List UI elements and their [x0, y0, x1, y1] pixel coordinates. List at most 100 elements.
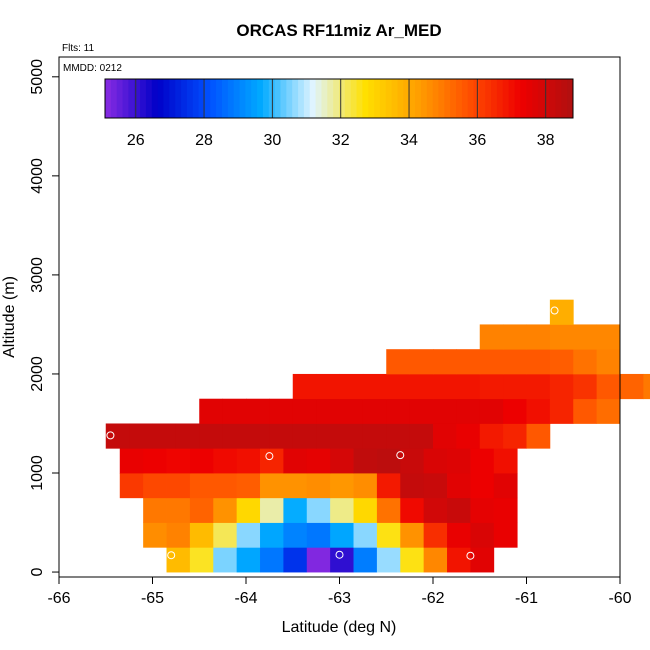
colorbar-segment-39: [333, 79, 340, 118]
heatmap-cell-r9-c3: [549, 324, 574, 350]
y-tick-label-3: 3000: [29, 257, 46, 293]
heatmap-cell-r5-c8: [292, 423, 317, 449]
heatmap-cell-r9-c0: [479, 324, 504, 350]
colorbar-segment-74: [537, 79, 545, 118]
colorbar-tick-label-0: 26: [127, 132, 145, 149]
heatmap-cell-r7-c3: [362, 373, 387, 400]
colorbar-segment-30: [280, 79, 287, 118]
heatmap-cell-r8-c5: [503, 349, 527, 375]
heatmap-cell-r7-c2: [339, 373, 364, 400]
heatmap-cell-r8-c3: [456, 349, 481, 375]
heatmap-cell-r5-c16: [479, 423, 504, 449]
heatmap-cell-r2-c14: [470, 497, 495, 523]
heatmap-cell-r3-c12: [400, 473, 425, 499]
heatmap-cell-r4-c7: [283, 448, 308, 474]
colorbar-segment-33: [298, 79, 305, 118]
heatmap-cell-r4-c12: [400, 448, 425, 474]
heatmap-cell-r1-c7: [306, 522, 331, 548]
colorbar-segment-4: [128, 79, 135, 118]
heatmap-cell-r6-c11: [456, 398, 481, 424]
heatmap-cell-r3-c3: [189, 473, 214, 499]
colorbar-segment-36: [315, 79, 322, 118]
colorbar-segment-13: [181, 79, 188, 118]
heatmap-cell-r0-c1: [189, 547, 214, 573]
heatmap-cell-r6-c10: [433, 398, 457, 424]
heatmap-cell-r0-c5: [283, 547, 308, 573]
heatmap-cell-r0-c3: [236, 547, 261, 573]
heatmap-cell-r7-c4: [386, 373, 411, 400]
sample-marker-6: [503, 551, 512, 560]
heatmap-cell-r5-c5: [222, 423, 247, 449]
heatmap-cell-r6-c0: [199, 398, 224, 424]
chart-title: ORCAS RF11miz Ar_MED: [236, 21, 441, 40]
heatmap-cell-r2-c1: [166, 497, 191, 523]
heatmap-cell-r0-c7: [330, 547, 354, 573]
heatmap-cell-r0-c0: [166, 547, 191, 573]
heatmap-cell-r8-c8: [573, 349, 598, 375]
heatmap-cell-r1-c13: [447, 522, 471, 548]
colorbar-segment-23: [239, 79, 246, 118]
heatmap-cell-r6-c13: [503, 398, 527, 424]
colorbar-segment-55: [426, 79, 434, 118]
heatmap-cell-r9-c1: [503, 324, 527, 350]
heatmap-cell-r3-c13: [423, 473, 448, 499]
heatmap-cell-r7-c10: [526, 373, 551, 400]
y-tick-label-1: 1000: [29, 455, 46, 491]
colorbar-segment-71: [520, 79, 527, 118]
heatmap-cell-r0-c12: [447, 547, 471, 573]
heatmap-cell-r1-c5: [260, 522, 284, 548]
heatmap-cell-r6-c16: [573, 398, 598, 424]
heatmap-cell-r4-c1: [143, 448, 167, 474]
heatmap-cell-r0-c2: [213, 547, 238, 573]
colorbar-segment-49: [391, 79, 398, 118]
heatmap-cell-r0-c6: [306, 547, 331, 573]
colorbar-segment-48: [385, 79, 393, 118]
heatmap-cell-r5-c11: [362, 423, 387, 449]
colorbar-segment-3: [122, 79, 129, 118]
heatmap-cell-r0-c4: [260, 547, 284, 573]
heatmap-cell-r2-c0: [143, 497, 167, 523]
heatmap-cell-r4-c10: [353, 448, 378, 474]
colorbar-segment-54: [420, 79, 428, 118]
colorbar-segment-20: [222, 79, 229, 118]
sample-marker-2: [396, 451, 405, 460]
colorbar-segment-79: [567, 79, 574, 118]
y-tick-label-5: 5000: [29, 59, 46, 95]
colorbar-segment-11: [169, 79, 176, 118]
heatmap-cell-r7-c6: [433, 373, 457, 400]
colorbar-segment-43: [356, 79, 363, 118]
heatmap-cell-r8-c1: [409, 349, 434, 375]
heatmap-cell-r5-c0: [105, 423, 130, 449]
colorbar-segment-70: [514, 79, 521, 118]
heatmap-cell-r2-c4: [236, 497, 261, 523]
colorbar-tick-label-2: 30: [263, 132, 281, 149]
heatmap-cell-r7-c11: [549, 373, 574, 400]
heatmap-cell-r3-c14: [447, 473, 471, 499]
heatmap-cell-r2-c8: [330, 497, 354, 523]
heatmap-cell-r8-c7: [549, 349, 574, 375]
heatmap-cell-r3-c11: [376, 473, 401, 499]
sample-markers: [106, 306, 559, 560]
heatmap-cell-r4-c4: [213, 448, 238, 474]
heatmap-cell-r5-c18: [526, 423, 551, 449]
colorbar-segment-7: [145, 79, 153, 118]
colorbar-segment-45: [368, 79, 375, 118]
sample-marker-1: [265, 452, 274, 461]
heatmap-cell-r1-c1: [166, 522, 191, 548]
colorbar-segment-24: [245, 79, 252, 118]
heatmap-cell-r6-c14: [526, 398, 551, 424]
colorbar-segment-27: [262, 79, 270, 118]
colorbar-segment-75: [543, 79, 551, 118]
heatmap-cell-r2-c12: [423, 497, 448, 523]
heatmap-cell-r2-c6: [283, 497, 308, 523]
colorbar-segment-41: [344, 79, 352, 118]
heatmap-cell-r3-c9: [330, 473, 354, 499]
colorbar-segment-38: [327, 79, 334, 118]
colorbar-segment-10: [163, 79, 170, 118]
heatmap-cell-r6-c7: [362, 398, 387, 424]
colorbar-tick-label-1: 28: [195, 132, 213, 149]
heatmap-cell-r3-c7: [283, 473, 308, 499]
colorbar-segment-53: [415, 79, 422, 118]
colorbar-segment-17: [204, 79, 211, 118]
heatmap-cell-r3-c10: [353, 473, 378, 499]
